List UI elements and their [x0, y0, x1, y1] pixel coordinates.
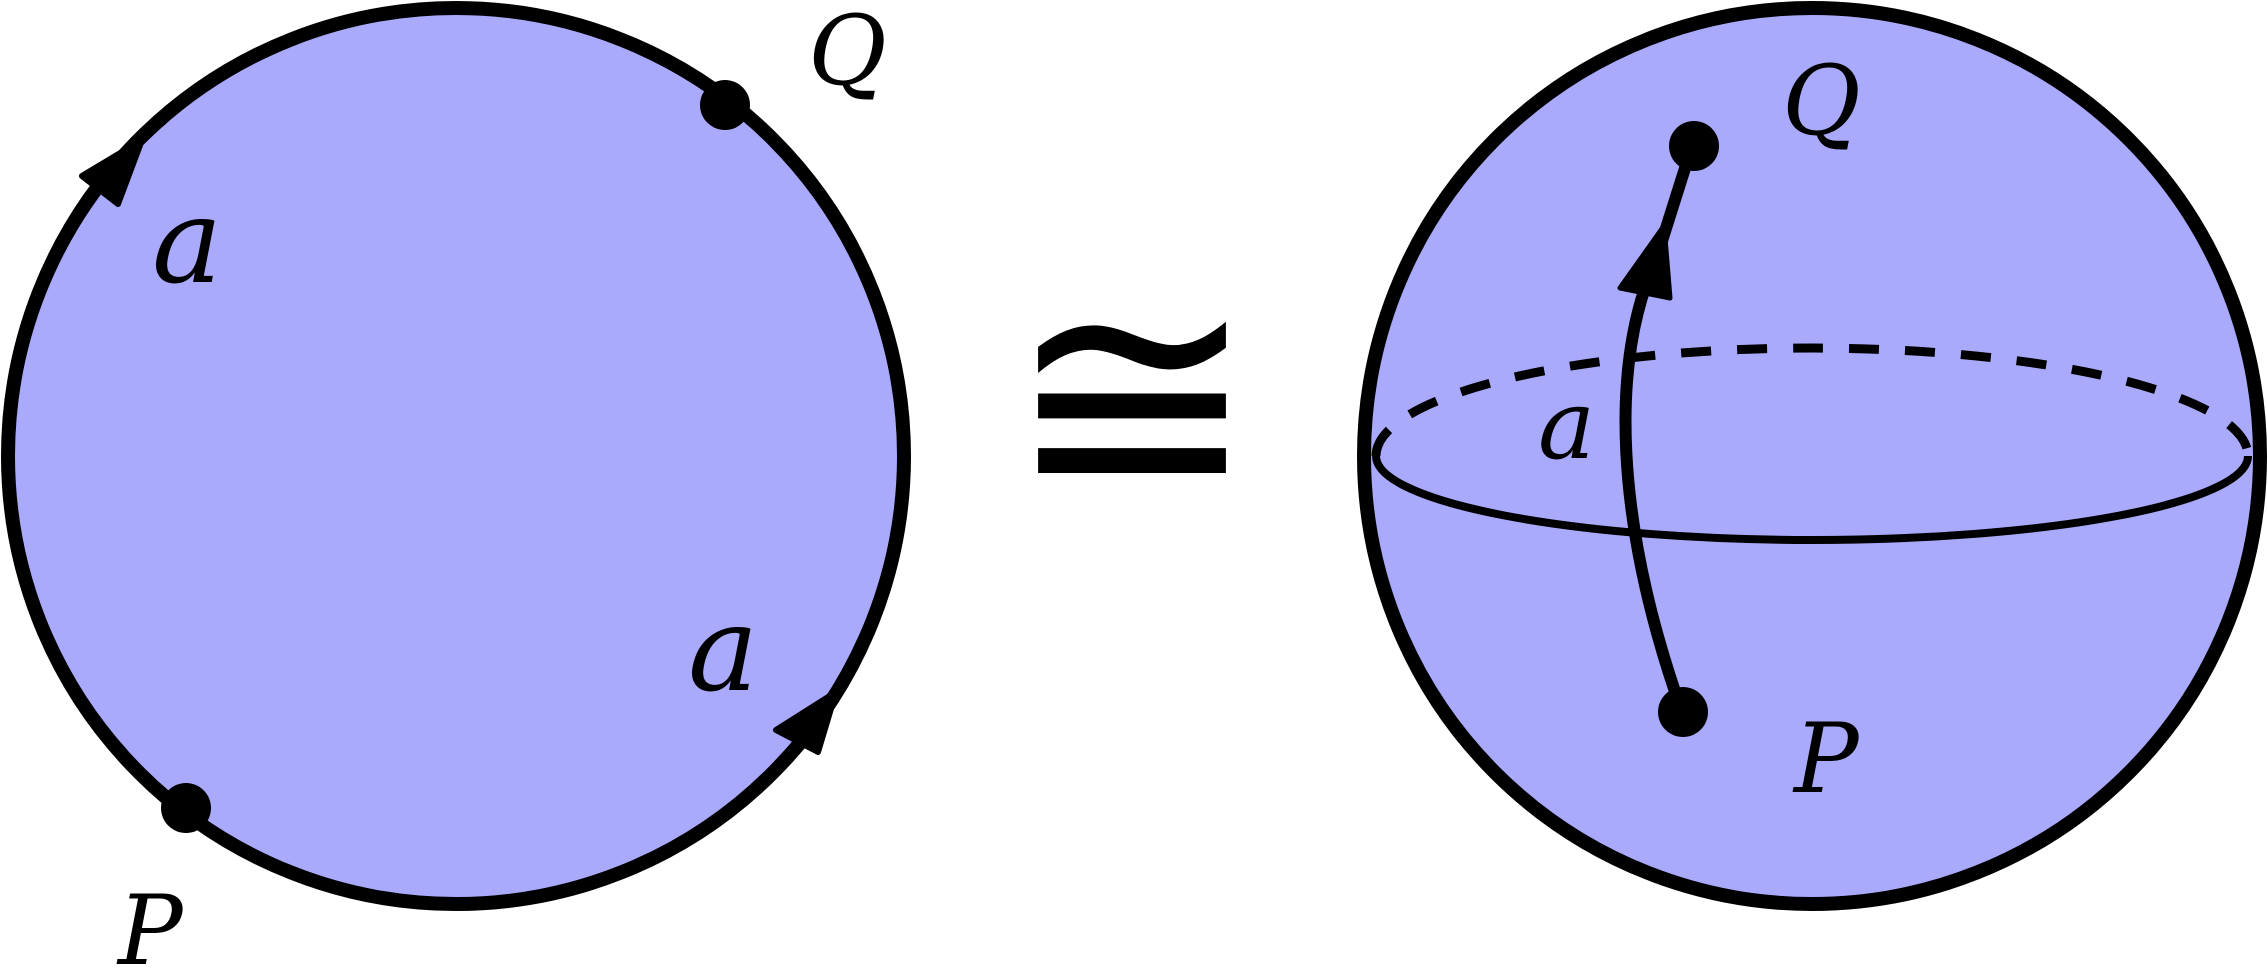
- disk-edge-label-top: a: [152, 172, 222, 310]
- disk-boundary: [1, 1, 911, 911]
- disk-point-label-p: P: [116, 875, 184, 972]
- sphere-path-label: a: [1538, 369, 1595, 481]
- sphere-outline: [1357, 1, 2267, 911]
- sphere-figure: a Q P: [1357, 1, 2267, 911]
- disk-figure: a a Q P: [1, 0, 911, 972]
- sphere-point-q: [1669, 121, 1719, 171]
- sphere-equator-back: [1371, 343, 2253, 457]
- disk-point-label-q: Q: [808, 0, 887, 107]
- sphere-path-arrow: [1617, 223, 1673, 301]
- disk-edge-label-bottom: a: [688, 580, 758, 718]
- disk-arrow-upper-left: [79, 137, 145, 207]
- disk-point-p: [161, 783, 211, 833]
- sphere-fill: [1364, 8, 2260, 904]
- sphere-equator-front: [1372, 455, 2252, 544]
- disk-arrow-lower-right: [773, 689, 839, 755]
- sphere-point-label-q: Q: [1782, 45, 1861, 157]
- sphere-point-label-p: P: [1792, 703, 1860, 815]
- congruence-symbol: ≅: [1006, 222, 1257, 571]
- disk-point-q: [700, 80, 750, 130]
- disk-fill: [8, 8, 904, 904]
- sphere-point-p: [1658, 687, 1708, 737]
